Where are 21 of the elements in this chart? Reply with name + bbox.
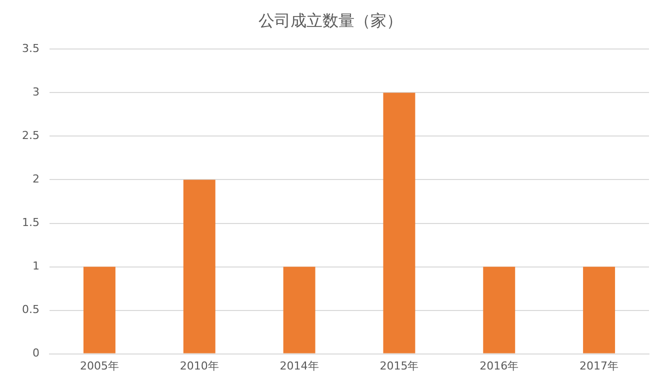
y-tick-label: 0 bbox=[32, 346, 40, 360]
x-tick-label: 2016年 bbox=[480, 359, 519, 372]
y-tick-label: 3 bbox=[32, 86, 40, 99]
y-tick-label: 1.5 bbox=[22, 216, 40, 230]
chart-title: 公司成立数量（家） bbox=[258, 10, 402, 30]
bar bbox=[483, 266, 516, 354]
x-tick-label: 2005年 bbox=[80, 359, 119, 372]
y-tick-label: 3.5 bbox=[22, 42, 40, 56]
x-tick-label: 2010年 bbox=[180, 359, 219, 372]
y-tick-label: 2 bbox=[32, 172, 40, 186]
x-tick-label: 2015年 bbox=[380, 359, 419, 372]
bar bbox=[83, 266, 116, 354]
x-tick-label: 2017年 bbox=[580, 359, 619, 372]
bar bbox=[283, 266, 316, 354]
y-tick-label: 0.5 bbox=[22, 303, 40, 316]
bar bbox=[583, 266, 616, 354]
bar bbox=[183, 180, 216, 354]
x-tick-label: 2014年 bbox=[280, 359, 319, 372]
y-tick-label: 2.5 bbox=[22, 129, 40, 142]
y-tick-label: 1 bbox=[32, 260, 40, 273]
bar bbox=[383, 92, 416, 354]
